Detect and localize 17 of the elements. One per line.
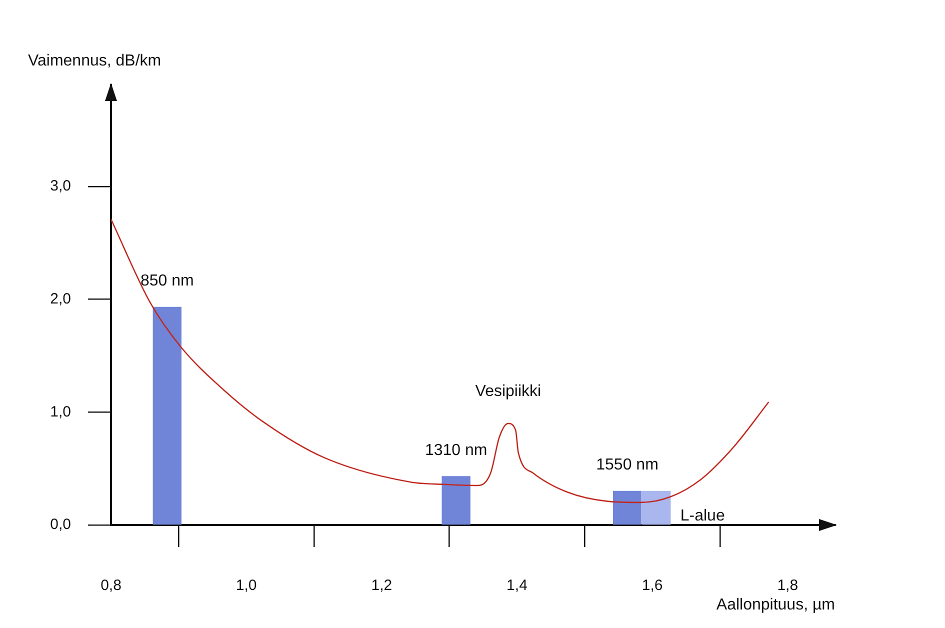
y-axis-title: Vaimennus, dB/km <box>28 52 162 70</box>
y-tick-label: 3,0 <box>50 178 71 195</box>
x-tick-label: 1,4 <box>506 577 528 594</box>
x-tick-label: 1,6 <box>642 577 663 594</box>
x-tick-label: 1,0 <box>236 577 257 594</box>
y-tick-label: 1,0 <box>50 403 71 420</box>
x-tick-label: 0,8 <box>100 577 122 594</box>
x-tick-label: 1,2 <box>371 577 392 594</box>
x-axis-title: Aallonpituus, µm <box>716 596 835 614</box>
y-tick-label: 2,0 <box>50 290 71 308</box>
series-label: L-alue <box>680 507 725 524</box>
x-tick-label: 1,8 <box>777 577 798 594</box>
series-label: 1550 nm <box>596 456 658 474</box>
series-label: 850 nm <box>140 272 194 290</box>
annotation: Vesipiikki <box>475 382 542 400</box>
y-tick-label: 0,0 <box>50 516 71 534</box>
series-label: 1310 nm <box>424 442 488 459</box>
